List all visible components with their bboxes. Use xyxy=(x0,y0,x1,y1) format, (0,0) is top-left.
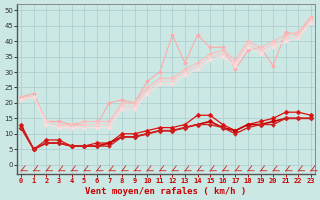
X-axis label: Vent moyen/en rafales ( km/h ): Vent moyen/en rafales ( km/h ) xyxy=(85,187,247,196)
